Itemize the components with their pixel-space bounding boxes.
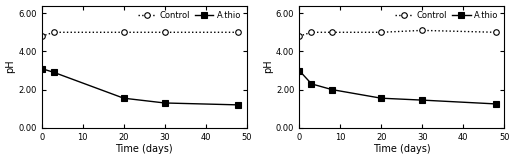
Control bbox=[235, 31, 242, 33]
Control bbox=[329, 31, 335, 33]
A.thio bbox=[329, 89, 335, 91]
Control bbox=[39, 35, 45, 37]
Control bbox=[51, 31, 57, 33]
A.thio bbox=[296, 70, 302, 72]
A.thio bbox=[308, 83, 315, 85]
Control bbox=[121, 31, 127, 33]
Line: A.thio: A.thio bbox=[297, 68, 499, 107]
Control bbox=[419, 29, 425, 31]
Line: Control: Control bbox=[297, 28, 499, 39]
Control bbox=[378, 31, 384, 33]
A.thio bbox=[121, 97, 127, 99]
A.thio bbox=[39, 68, 45, 70]
A.thio bbox=[419, 99, 425, 101]
Legend: Control, A.thio: Control, A.thio bbox=[393, 10, 500, 22]
Control bbox=[296, 35, 302, 37]
Line: A.thio: A.thio bbox=[39, 66, 241, 108]
A.thio bbox=[235, 104, 242, 106]
Y-axis label: pH: pH bbox=[263, 60, 273, 73]
A.thio bbox=[162, 102, 168, 104]
Y-axis label: pH: pH bbox=[6, 60, 15, 73]
A.thio bbox=[493, 103, 499, 105]
Control bbox=[308, 31, 315, 33]
Line: Control: Control bbox=[39, 29, 241, 39]
Legend: Control, A.thio: Control, A.thio bbox=[136, 10, 243, 22]
Control bbox=[493, 31, 499, 33]
X-axis label: Time (days): Time (days) bbox=[115, 144, 173, 154]
X-axis label: Time (days): Time (days) bbox=[373, 144, 431, 154]
A.thio bbox=[51, 72, 57, 73]
Control bbox=[162, 31, 168, 33]
A.thio bbox=[378, 97, 384, 99]
